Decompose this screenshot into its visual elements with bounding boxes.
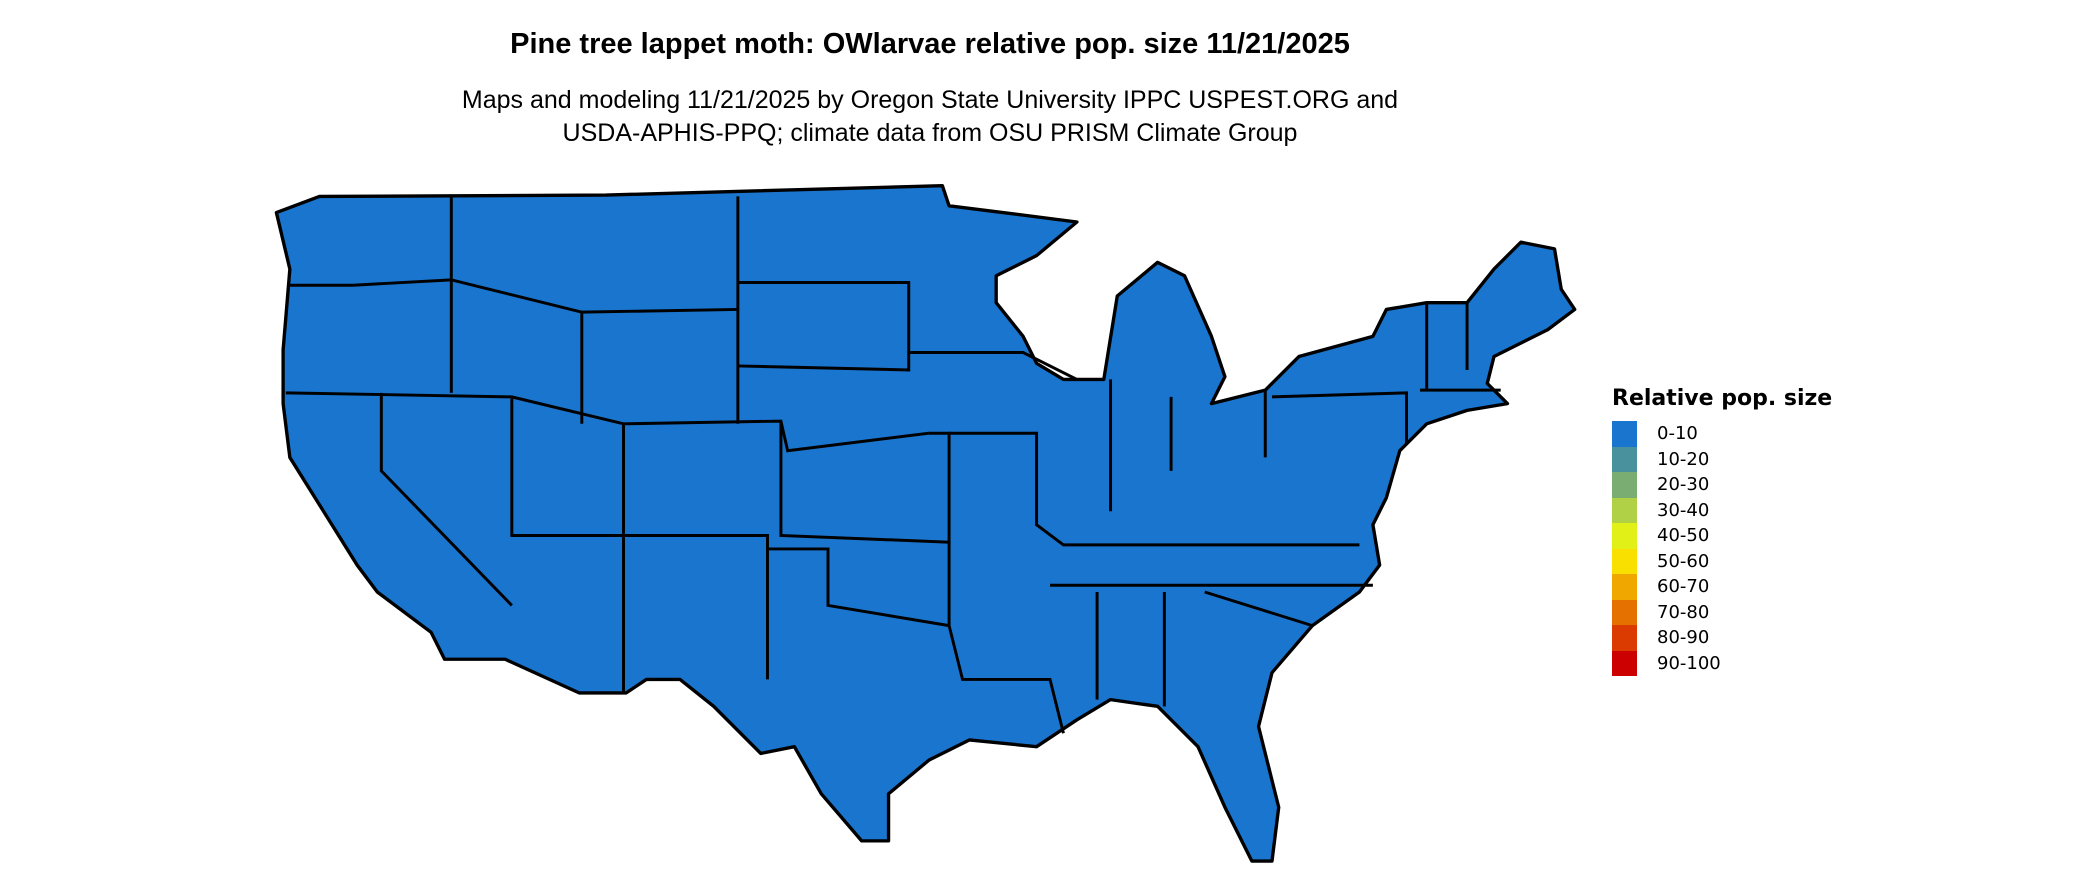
map-subtitle: Maps and modeling 11/21/2025 by Oregon S… [0,84,1860,150]
legend: Relative pop. size 0-10 10-20 20-30 30-40 40… [1612,386,1832,676]
legend-label: 40-50 [1657,525,1710,547]
legend-label: 10-20 [1657,448,1710,470]
legend-label: 0-10 [1657,423,1698,445]
legend-entry: 40-50 [1612,523,1832,549]
legend-entry: 70-80 [1612,599,1832,625]
legend-entry: 30-40 [1612,497,1832,523]
legend-entry: 0-10 [1612,421,1832,447]
subtitle-line-1: Maps and modeling 11/21/2025 by Oregon S… [461,86,1399,114]
legend-label: 30-40 [1657,499,1710,521]
legend-label: 60-70 [1657,576,1710,598]
legend-swatch [1612,497,1637,523]
map-title: Pine tree lappet moth: OWlarvae relative… [510,28,1350,60]
legend-swatch [1612,472,1637,498]
legend-swatch [1612,574,1637,600]
legend-label: 80-90 [1657,627,1710,649]
subtitle-line-2: USDA-APHIS-PPQ; climate data from OSU PR… [562,119,1298,147]
legend-title: Relative pop. size [1612,386,1833,411]
legend-label: 90-100 [1657,652,1721,674]
legend-entry: 90-100 [1612,650,1832,676]
legend-swatch [1612,548,1637,574]
legend-entry: 20-30 [1612,472,1832,498]
legend-swatch [1612,599,1637,625]
legend-label: 50-60 [1657,550,1710,572]
legend-swatch [1612,625,1637,651]
us-outline [274,183,1577,863]
legend-swatch [1612,446,1637,472]
legend-entry: 10-20 [1612,446,1832,472]
legend-entry: 50-60 [1612,548,1832,574]
legend-swatch [1612,421,1637,447]
legend-label: 20-30 [1657,474,1710,496]
legend-entry: 80-90 [1612,625,1832,651]
legend-swatch [1612,650,1637,676]
legend-swatch [1612,523,1637,549]
legend-label: 70-80 [1657,601,1710,623]
state-boundaries [285,196,1501,734]
legend-entry: 60-70 [1612,574,1832,600]
